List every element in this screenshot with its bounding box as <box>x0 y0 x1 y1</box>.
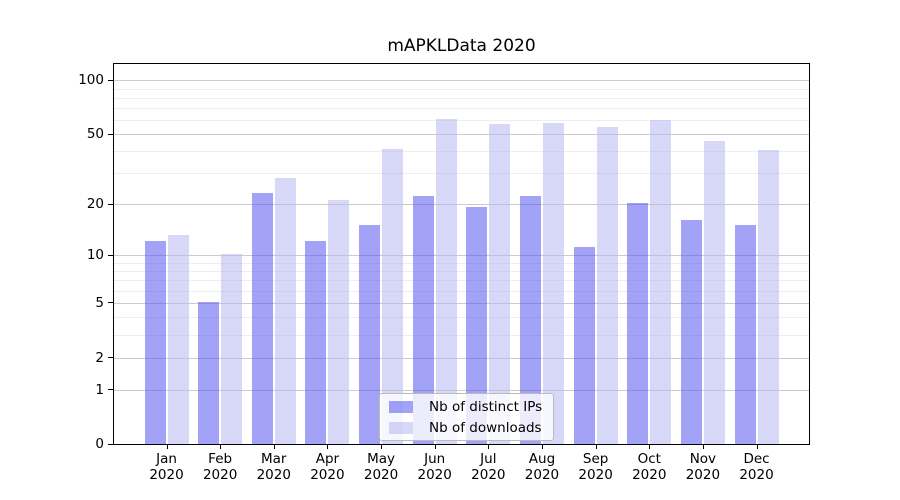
x-tick-mark <box>273 445 275 449</box>
bar-distinct-ips <box>627 203 649 444</box>
x-tick-mark <box>595 445 597 449</box>
bar-distinct-ips <box>198 302 220 444</box>
y-tick-label: 1 <box>95 381 104 398</box>
x-tick-label: Sep 2020 <box>578 451 613 483</box>
gridline-minor <box>114 108 809 110</box>
bar-downloads <box>703 141 725 444</box>
bar-distinct-ips <box>573 247 595 444</box>
x-tick-label: Jul 2020 <box>471 451 506 483</box>
y-tick-mark <box>108 389 113 391</box>
chart-title: mAPKLData 2020 <box>387 36 536 56</box>
x-tick-mark <box>327 445 329 449</box>
y-tick-mark <box>108 203 113 205</box>
gridline-major <box>114 357 809 359</box>
gridline-major <box>114 134 809 136</box>
legend-swatch-distinct-ips <box>389 400 413 413</box>
bar-distinct-ips <box>359 224 381 444</box>
y-tick-mark <box>108 357 113 359</box>
gridline-minor <box>114 334 809 336</box>
x-tick-mark <box>220 445 222 449</box>
gridline-minor <box>114 88 809 90</box>
x-tick-label: Oct 2020 <box>632 451 667 483</box>
bar-distinct-ips <box>144 241 166 444</box>
x-tick-label: May 2020 <box>363 451 399 483</box>
x-tick-mark <box>649 445 651 449</box>
y-tick-label: 0 <box>95 436 104 453</box>
bar-distinct-ips <box>466 207 488 444</box>
bar-distinct-ips <box>734 224 756 444</box>
x-tick-mark <box>434 445 436 449</box>
bar-downloads <box>542 123 564 444</box>
legend-item: Nb of downloads <box>380 417 553 438</box>
y-tick-mark <box>108 133 113 135</box>
gridline-minor <box>114 151 809 153</box>
gridline-major <box>114 302 809 304</box>
gridline-minor <box>114 120 809 122</box>
gridline-minor <box>114 262 809 264</box>
y-tick-label: 10 <box>86 247 104 264</box>
x-tick-label: Apr 2020 <box>310 451 345 483</box>
x-tick-label: Nov 2020 <box>685 451 721 483</box>
gridline-major <box>114 255 809 257</box>
gridline-major <box>114 389 809 391</box>
bar-downloads <box>221 254 243 444</box>
y-tick-mark <box>108 79 113 81</box>
y-tick-mark <box>108 302 113 304</box>
bar-distinct-ips <box>680 219 702 444</box>
bar-distinct-ips <box>519 196 541 444</box>
bar-downloads <box>489 124 511 444</box>
x-tick-label: Feb 2020 <box>202 451 238 483</box>
bar-distinct-ips <box>412 196 434 444</box>
gridline-major <box>114 80 809 82</box>
legend-label-distinct-ips: Nb of distinct IPs <box>429 398 543 415</box>
y-tick-label: 2 <box>95 349 104 366</box>
x-tick-mark <box>488 445 490 449</box>
bar-downloads <box>757 150 779 444</box>
y-tick-label: 100 <box>78 72 104 89</box>
x-tick-label: Dec 2020 <box>739 451 774 483</box>
bar-downloads <box>382 148 404 444</box>
x-tick-mark <box>381 445 383 449</box>
bar-distinct-ips <box>251 192 273 444</box>
y-tick-label: 50 <box>86 126 104 143</box>
legend-swatch-downloads <box>389 421 413 434</box>
legend-item: Nb of distinct IPs <box>380 396 553 417</box>
x-tick-mark <box>541 445 543 449</box>
y-tick-mark <box>108 443 113 445</box>
x-tick-mark <box>166 445 168 449</box>
plot-area <box>113 63 810 445</box>
gridline-minor <box>114 173 809 175</box>
bar-downloads <box>435 119 457 444</box>
bar-downloads <box>328 199 350 444</box>
x-tick-mark <box>756 445 758 449</box>
bar-downloads <box>596 127 618 444</box>
y-tick-label: 5 <box>95 294 104 311</box>
gridline-minor <box>114 317 809 319</box>
bar-downloads <box>650 120 672 444</box>
gridline-minor <box>114 290 809 292</box>
y-tick-mark <box>108 254 113 256</box>
legend: Nb of distinct IPs Nb of downloads <box>379 393 554 441</box>
x-tick-label: Mar 2020 <box>256 451 291 483</box>
bar-distinct-ips <box>305 241 327 444</box>
gridline-major <box>114 204 809 206</box>
gridline-minor <box>114 271 809 272</box>
x-tick-mark <box>702 445 704 449</box>
legend-label-downloads: Nb of downloads <box>429 419 542 436</box>
x-tick-label: Jan 2020 <box>149 451 184 483</box>
x-tick-label: Jun 2020 <box>417 451 452 483</box>
x-tick-label: Aug 2020 <box>524 451 560 483</box>
bar-downloads <box>274 177 296 444</box>
gridline-minor <box>114 97 809 99</box>
y-tick-label: 20 <box>86 196 104 213</box>
gridline-minor <box>114 280 809 282</box>
bar-downloads <box>167 235 189 444</box>
